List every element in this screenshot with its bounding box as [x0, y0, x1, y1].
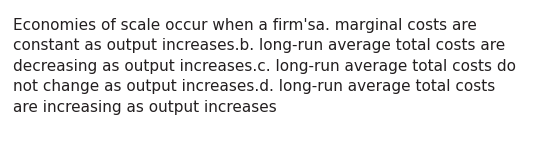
Text: Economies of scale occur when a firm'sa. marginal costs are
constant as output i: Economies of scale occur when a firm'sa.…	[13, 18, 516, 115]
